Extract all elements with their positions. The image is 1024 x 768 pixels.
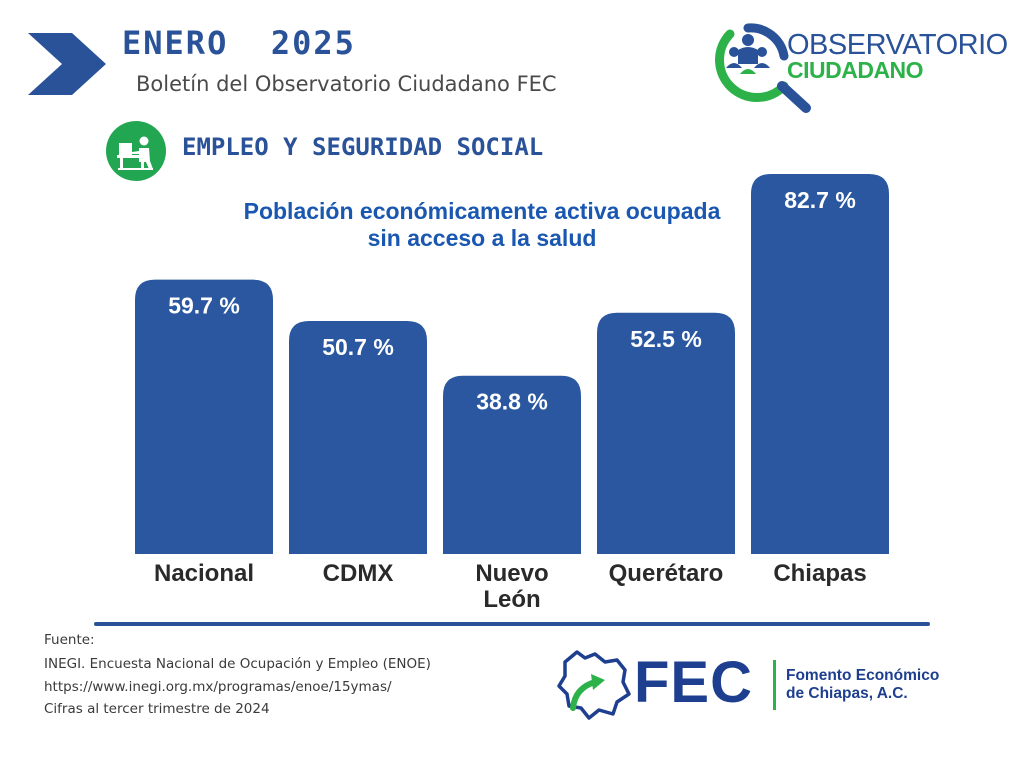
section-title: EMPLEO Y SEGURIDAD SOCIAL: [182, 133, 544, 161]
category-label: CDMX: [322, 560, 394, 587]
bar-4: [751, 174, 889, 554]
brand-logo-line2: CIUDADANO: [787, 57, 924, 83]
page-title: ENERO 2025: [122, 24, 356, 62]
source-label: Fuente:: [44, 632, 95, 648]
fec-name-line2: de Chiapas, A.C.: [786, 685, 908, 702]
source-citation: INEGI. Encuesta Nacional de Ocupación y …: [44, 656, 431, 672]
bar-value-label: 52.5 %: [630, 326, 702, 352]
bar-0: [135, 279, 273, 554]
category-label: Chiapas: [773, 560, 867, 587]
desk-worker-icon: [106, 121, 166, 181]
chiapas-map-arrow-icon: [557, 650, 631, 720]
bar-1: [289, 321, 427, 554]
fec-logo-text: FEC: [634, 650, 753, 715]
page-subtitle: Boletín del Observatorio Ciudadano FEC: [136, 72, 557, 96]
category-label: Nacional: [153, 560, 255, 587]
bar-value-label: 82.7 %: [784, 187, 856, 213]
fec-name-line1: Fomento Económico: [786, 667, 940, 684]
bar-2: [443, 375, 581, 554]
bar-value-label: 59.7 %: [168, 293, 240, 319]
magnifier-people-icon: [715, 23, 811, 113]
chart-title: Población económicamente activa ocupada …: [243, 198, 721, 251]
source-url: https://www.inegi.org.mx/programas/enoe/…: [44, 679, 392, 695]
category-label: Querétaro: [608, 560, 724, 587]
category-label: Nuevo León: [475, 560, 549, 613]
bar-value-label: 50.7 %: [322, 334, 394, 360]
brand-logo-line1: OBSERVATORIO: [787, 29, 1008, 61]
logo-divider: [773, 660, 776, 710]
chevron-right-icon: [28, 33, 106, 95]
divider: [94, 622, 930, 626]
bar-value-label: 38.8 %: [476, 389, 548, 415]
source-period: Cifras al tercer trimestre de 2024: [44, 701, 270, 717]
bar-3: [597, 312, 735, 554]
